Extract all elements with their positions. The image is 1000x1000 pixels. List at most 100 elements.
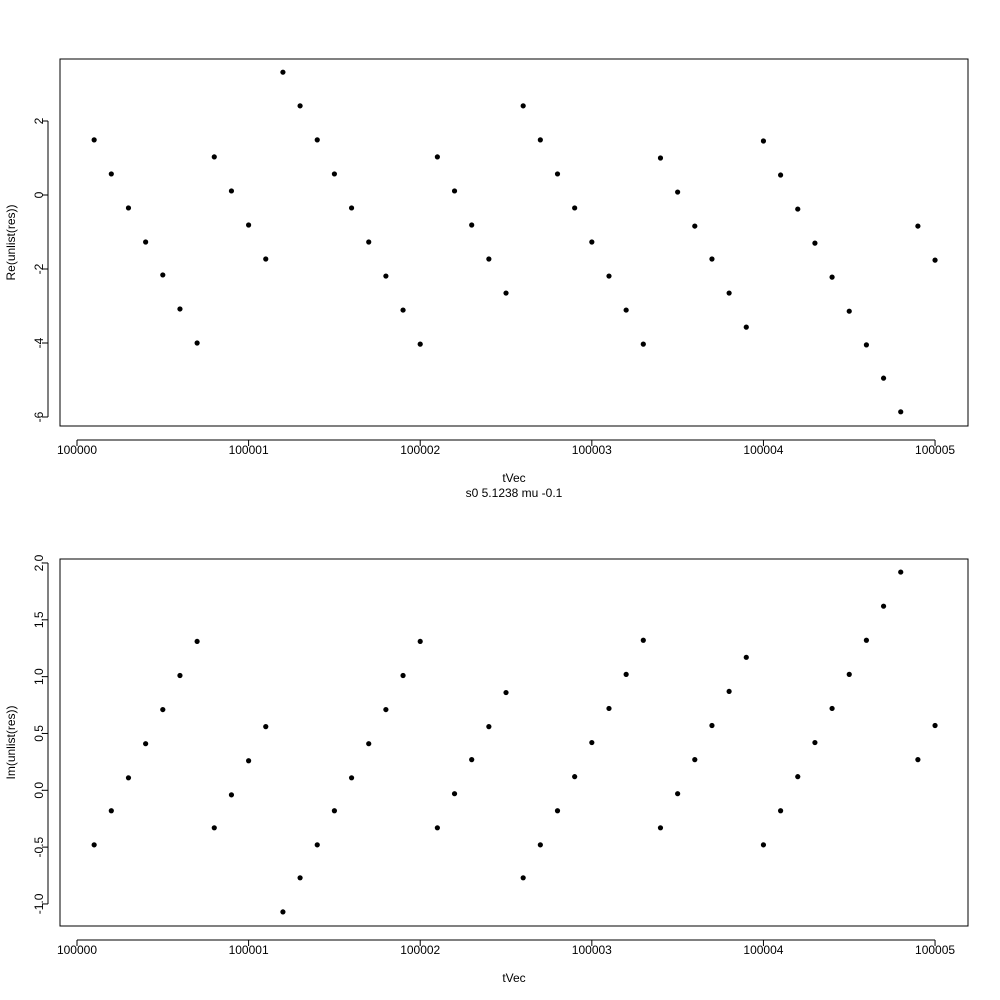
point xyxy=(451,791,458,797)
point xyxy=(709,256,715,262)
y-tick-label: 1.5 xyxy=(32,611,46,628)
point xyxy=(675,189,681,195)
point xyxy=(743,654,749,660)
point xyxy=(657,155,664,161)
point xyxy=(589,239,595,245)
point xyxy=(143,741,149,747)
point xyxy=(554,171,561,177)
point xyxy=(417,341,423,347)
point xyxy=(932,722,938,729)
point xyxy=(486,724,492,730)
point xyxy=(726,688,732,695)
point xyxy=(572,205,578,211)
y-tick-label: -4 xyxy=(32,337,46,348)
point xyxy=(160,706,166,713)
point xyxy=(469,222,475,228)
point xyxy=(932,257,938,263)
point xyxy=(400,307,406,313)
point xyxy=(898,569,904,575)
point xyxy=(777,808,784,814)
point xyxy=(125,205,132,211)
point xyxy=(640,637,646,643)
point xyxy=(777,172,784,178)
y-tick-label: 2 xyxy=(32,117,46,124)
y-tick-label: 2.0 xyxy=(32,554,46,571)
point xyxy=(795,774,801,780)
y-tick-label: 0.0 xyxy=(32,782,46,799)
x-tick-label: 100001 xyxy=(229,443,269,457)
point xyxy=(297,103,303,109)
point xyxy=(177,306,183,312)
point xyxy=(228,792,235,798)
point xyxy=(331,171,338,177)
point xyxy=(657,825,664,831)
point xyxy=(880,603,887,609)
point xyxy=(572,774,578,780)
point xyxy=(108,171,114,177)
point xyxy=(331,808,338,814)
point xyxy=(760,138,767,144)
point xyxy=(125,775,132,781)
point xyxy=(434,154,440,160)
point xyxy=(314,842,320,848)
point xyxy=(520,875,526,881)
point xyxy=(692,223,698,229)
point xyxy=(160,272,166,278)
point xyxy=(589,739,595,746)
y-tick-label: -6 xyxy=(32,411,46,422)
point xyxy=(915,223,921,229)
point xyxy=(863,637,870,643)
point xyxy=(554,808,561,814)
point xyxy=(194,340,200,346)
point xyxy=(537,137,543,143)
point xyxy=(194,638,200,645)
point xyxy=(812,739,818,746)
x-tick-label: 100003 xyxy=(572,443,612,457)
point xyxy=(520,103,526,109)
point xyxy=(91,842,97,848)
point xyxy=(280,909,286,915)
point xyxy=(846,308,852,314)
x-tick-label: 100000 xyxy=(57,943,97,957)
point xyxy=(469,757,475,763)
point xyxy=(314,137,320,143)
y-axis-label: Im(unlist(res)) xyxy=(4,705,18,779)
point xyxy=(108,808,114,814)
point xyxy=(383,706,389,713)
x-tick-label: 100004 xyxy=(743,943,783,957)
point xyxy=(623,671,629,677)
point xyxy=(417,638,423,645)
point xyxy=(863,342,870,348)
x-tick-label: 100002 xyxy=(400,943,440,957)
y-tick-label: -2 xyxy=(32,263,46,274)
point xyxy=(451,188,458,194)
point xyxy=(537,842,543,848)
point xyxy=(177,672,183,679)
point xyxy=(91,137,97,143)
point xyxy=(503,290,509,296)
x-tick-label: 100004 xyxy=(743,443,783,457)
point xyxy=(143,239,149,245)
point xyxy=(211,825,217,831)
point xyxy=(829,274,835,280)
point xyxy=(246,222,252,228)
point xyxy=(366,741,372,747)
point xyxy=(898,409,904,415)
x-axis-label: tVec xyxy=(502,471,525,485)
plot-box xyxy=(59,558,969,927)
point xyxy=(915,757,921,763)
plot-box xyxy=(59,58,969,427)
point xyxy=(246,758,252,764)
point xyxy=(829,705,835,712)
point xyxy=(366,239,372,245)
point xyxy=(263,724,269,730)
point xyxy=(795,206,801,212)
point xyxy=(692,757,698,763)
point xyxy=(503,689,509,696)
y-tick-label: 0.5 xyxy=(32,725,46,742)
y-tick-label: 1.0 xyxy=(32,668,46,685)
point xyxy=(400,672,406,679)
point xyxy=(211,154,217,160)
